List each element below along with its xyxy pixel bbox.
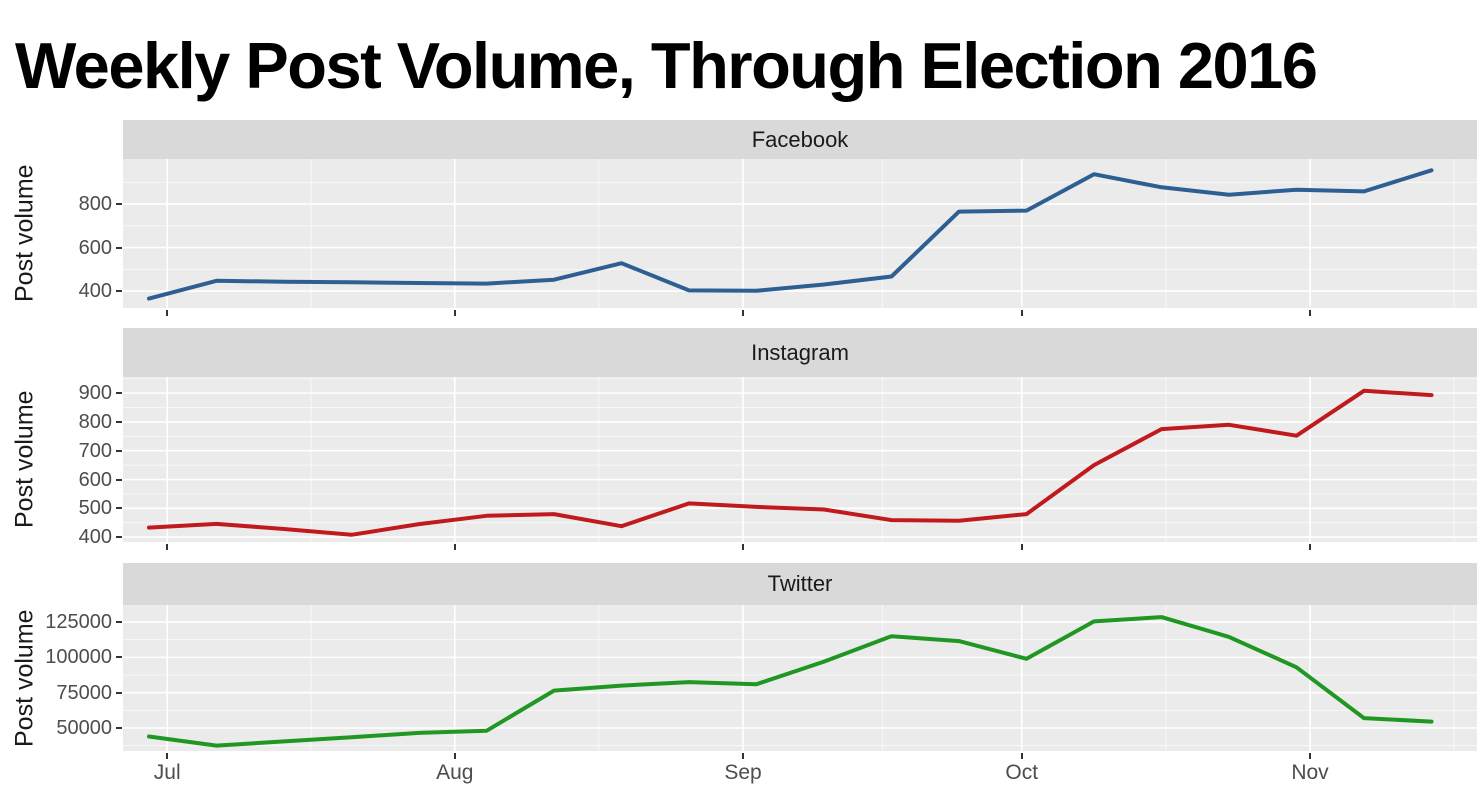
y-tick-mark xyxy=(116,290,122,293)
y-tick-mark xyxy=(116,726,122,729)
x-tick-mark xyxy=(1020,310,1023,316)
y-tick-label: 75000 xyxy=(56,681,112,704)
panel-background xyxy=(123,605,1477,751)
x-tick-mark xyxy=(166,753,169,759)
y-tick-label: 700 xyxy=(78,439,112,462)
panel-instagram xyxy=(123,377,1477,542)
y-tick-label: 800 xyxy=(78,410,112,433)
y-tick-mark xyxy=(116,203,122,206)
panel-twitter xyxy=(123,605,1477,751)
x-tick-mark xyxy=(1020,544,1023,550)
facet-strip-label: Facebook xyxy=(751,126,849,152)
x-tick-mark xyxy=(742,753,744,759)
facet-strip-instagram: Instagram xyxy=(123,328,1477,377)
x-tick-mark xyxy=(742,310,744,316)
y-tick-label: 125000 xyxy=(45,611,112,634)
x-tick-mark xyxy=(166,544,169,550)
facet-strip-label: Twitter xyxy=(767,571,833,596)
facet-plot-facebook xyxy=(123,159,1477,308)
facet-strip-facebook: Facebook xyxy=(123,120,1477,159)
y-tick-mark xyxy=(116,656,122,659)
y-tick-label: 100000 xyxy=(45,646,112,669)
y-tick-label: 600 xyxy=(78,468,112,491)
twitter-line xyxy=(147,615,1434,748)
facet-strip-twitter: Twitter xyxy=(123,563,1477,605)
y-tick-mark xyxy=(116,621,122,624)
y-tick-label: 400 xyxy=(78,280,112,303)
facet-strip-label: Instagram xyxy=(751,339,849,365)
x-tick-mark xyxy=(166,310,169,316)
x-tick-mark xyxy=(1309,544,1311,550)
x-axis-label: Oct xyxy=(1005,761,1039,784)
y-tick-mark xyxy=(116,691,122,694)
instagram-line xyxy=(147,388,1434,537)
y-tick-label: 800 xyxy=(78,193,112,216)
x-tick-mark xyxy=(1309,310,1311,316)
x-tick-mark xyxy=(742,544,744,550)
y-tick-mark xyxy=(116,507,122,510)
x-axis-label: Aug xyxy=(436,761,474,784)
y-tick-label: 600 xyxy=(78,236,112,259)
y-tick-mark xyxy=(116,420,122,423)
y-tick-label: 500 xyxy=(78,497,112,520)
x-axis-label: Sep xyxy=(724,761,762,784)
x-axis-label: Nov xyxy=(1291,761,1329,784)
facet-plot-twitter xyxy=(123,605,1477,751)
x-tick-mark xyxy=(453,310,456,316)
y-tick-mark xyxy=(116,449,122,452)
facet-plot-instagram xyxy=(123,377,1477,542)
x-axis-label: Jul xyxy=(153,761,181,784)
x-tick-mark xyxy=(1020,753,1023,759)
y-tick-label: 400 xyxy=(78,526,112,549)
y-tick-mark xyxy=(116,478,122,481)
panel-background xyxy=(123,377,1477,542)
panel-facebook xyxy=(123,159,1477,308)
x-tick-mark xyxy=(453,753,456,759)
facebook-line xyxy=(147,168,1434,301)
y-tick-mark xyxy=(116,536,122,539)
y-tick-mark xyxy=(116,246,122,249)
y-tick-mark xyxy=(116,392,122,395)
chart-title: Weekly Post Volume, Through Election 201… xyxy=(15,29,1318,102)
y-tick-label: 50000 xyxy=(56,716,112,739)
y-tick-label: 900 xyxy=(78,382,112,405)
x-tick-mark xyxy=(453,544,456,550)
x-tick-mark xyxy=(1309,753,1311,759)
